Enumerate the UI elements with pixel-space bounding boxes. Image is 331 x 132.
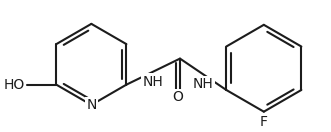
- Text: NH: NH: [143, 75, 164, 89]
- Text: O: O: [173, 90, 183, 104]
- Text: N: N: [86, 98, 97, 112]
- Text: NH: NH: [193, 77, 213, 91]
- Text: F: F: [260, 115, 268, 129]
- Text: HO: HO: [3, 78, 24, 92]
